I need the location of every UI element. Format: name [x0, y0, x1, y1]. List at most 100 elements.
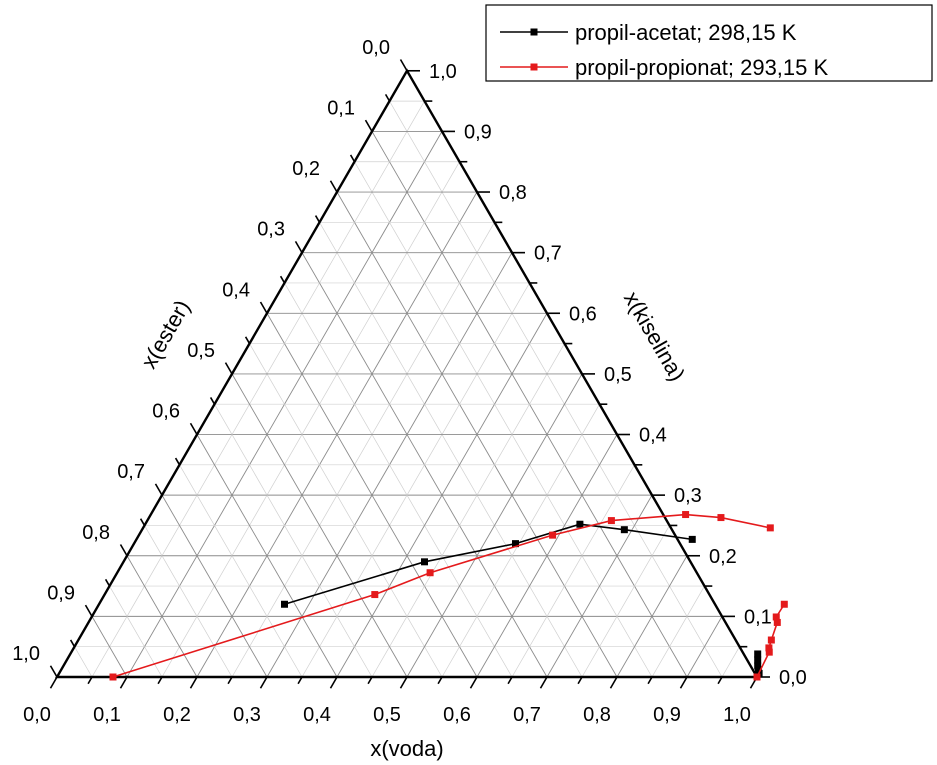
bottom-tick-label: 0,7	[513, 704, 541, 726]
right-tick-label: 0,0	[779, 667, 807, 689]
left-tick	[189, 422, 198, 435]
left-tick-label: 0,2	[292, 158, 320, 180]
bottom-tick	[297, 676, 303, 685]
data-point	[512, 540, 519, 548]
bottom-tick	[87, 676, 93, 685]
series-2	[109, 511, 788, 681]
data-point	[754, 662, 762, 670]
data-point	[682, 511, 690, 519]
left-tick	[294, 240, 303, 254]
left-tick	[259, 301, 268, 314]
data-point	[767, 636, 775, 644]
gridline	[354, 161, 653, 678]
data-point	[772, 613, 780, 621]
data-point	[754, 666, 762, 674]
left-tick	[49, 665, 58, 678]
data-point	[765, 648, 773, 656]
gridline	[161, 161, 460, 678]
right-tick-label: 0,4	[639, 425, 667, 447]
bottom-axis-title: x(voda)	[370, 736, 443, 761]
gridline	[214, 404, 373, 678]
left-tick	[84, 604, 93, 617]
right-tick-label: 0,6	[569, 303, 597, 325]
gridline	[126, 555, 198, 678]
bottom-tick-label: 0,3	[233, 704, 261, 726]
left-tick	[349, 154, 356, 163]
legend-marker-2	[530, 63, 538, 71]
bottom-tick	[189, 676, 198, 689]
left-tick-label: 0,5	[187, 340, 215, 362]
bottom-tick	[367, 676, 373, 685]
left-tick	[154, 483, 163, 496]
legend-label-2: propil-propionat; 293,15 K	[575, 55, 828, 80]
gridline	[319, 222, 583, 678]
left-axis-title: x(ester)	[136, 296, 195, 373]
gridline	[74, 646, 93, 678]
gridline	[249, 343, 443, 678]
data-point	[717, 514, 725, 522]
data-point	[773, 618, 781, 626]
gridline	[389, 100, 723, 678]
bottom-tick	[679, 676, 688, 689]
data-point	[549, 531, 557, 539]
left-tick	[209, 397, 216, 405]
bottom-tick	[227, 676, 233, 685]
left-tick	[364, 119, 373, 132]
bottom-tick-label: 0,8	[583, 704, 611, 726]
gridline	[301, 282, 530, 678]
gridline	[231, 222, 495, 678]
left-tick	[224, 362, 233, 375]
left-tick	[329, 180, 338, 193]
data-point	[753, 673, 761, 681]
grid	[74, 100, 740, 678]
left-tick	[104, 578, 111, 587]
right-tick-label: 1,0	[429, 61, 457, 83]
ticks: 0,0 0,0 0,0 0,1 0,1 0,1 0,2 0,2 0,2 0,3 0,3 0,3 0,4 0…	[12, 37, 807, 726]
bottom-tick	[717, 676, 723, 685]
right-tick-label: 0,9	[464, 121, 492, 143]
data-point	[421, 558, 428, 566]
left-tick-label: 1,0	[12, 643, 40, 665]
gridline	[284, 282, 513, 678]
bottom-tick	[539, 676, 548, 689]
data-point	[765, 644, 773, 652]
bottom-tick	[329, 676, 338, 689]
right-tick-label: 0,1	[744, 606, 772, 628]
data-point	[576, 520, 584, 528]
data-point	[109, 673, 117, 681]
right-tick-label: 0,7	[534, 243, 562, 265]
bottom-tick	[259, 676, 268, 689]
left-tick	[384, 93, 391, 102]
legend: propil-acetat; 298,15 K propil-propionat…	[485, 4, 933, 82]
left-tick	[69, 639, 76, 648]
gridline	[686, 616, 723, 678]
gridline	[581, 525, 670, 678]
left-tick	[139, 518, 146, 526]
data-point	[607, 517, 615, 525]
gridline	[511, 464, 635, 678]
data-point	[780, 600, 788, 608]
data-point	[426, 569, 434, 577]
data-point	[754, 650, 762, 658]
gridline	[476, 434, 618, 678]
gridline	[91, 616, 128, 678]
data-point	[281, 600, 288, 608]
right-tick-label: 0,8	[499, 182, 527, 204]
bottom-tick	[49, 676, 58, 689]
legend-label-1: propil-acetat; 298,15 K	[575, 20, 797, 45]
bottom-tick-label: 0,5	[373, 704, 401, 726]
left-tick-label: 0,9	[47, 582, 75, 604]
gridline	[196, 434, 338, 678]
left-tick	[399, 59, 408, 72]
left-tick-label: 0,1	[327, 97, 355, 119]
right-tick-label: 0,2	[709, 546, 737, 568]
left-tick	[314, 215, 321, 223]
legend-box	[485, 4, 933, 82]
gridline	[721, 646, 740, 678]
bottom-tick	[437, 676, 443, 685]
bottom-tick-label: 0,0	[23, 704, 51, 726]
left-tick-label: 0,4	[222, 279, 250, 301]
left-tick-label: 0,6	[152, 401, 180, 423]
gridline	[651, 585, 705, 678]
